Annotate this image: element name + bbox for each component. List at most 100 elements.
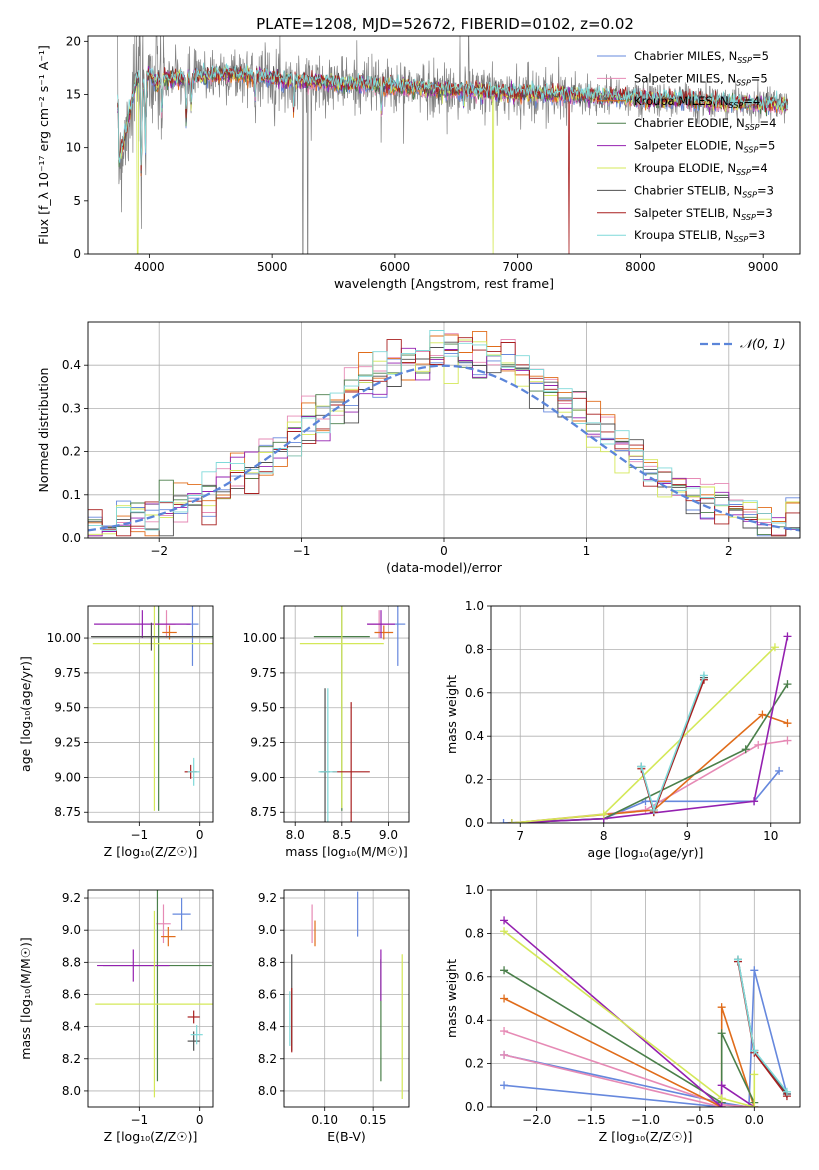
axes-frame: [283, 889, 410, 1108]
plot-area: [500, 916, 791, 1107]
x-axis-label: age [log₁₀(age/yr)]: [588, 845, 704, 860]
mass-weight-line: [503, 997, 756, 1107]
x-tick-label: 10: [763, 829, 778, 843]
chart-spectrum: 4000 5000 6000 7000 8000 9000 0 5 10 15 20 waveleng…: [36, 34, 801, 291]
x-tick-label: −1: [130, 1113, 148, 1127]
mass-weight-point: [500, 916, 509, 925]
legend-label: Salpeter STELIB, NSSP=3: [634, 206, 773, 222]
x-tick-label: 8.5: [332, 828, 351, 842]
y-tick-label: 0.2: [62, 445, 81, 459]
x-tick-label: 6000: [380, 260, 411, 274]
mass-weight-point: [499, 819, 508, 823]
y-tick-label: 8.75: [250, 805, 277, 819]
y-tick-label: 9.00: [54, 770, 81, 784]
y-tick-label: 10.00: [47, 631, 81, 645]
axes-frame: [87, 889, 214, 1108]
mass-weight-point: [770, 643, 779, 652]
mass-weight-point: [750, 1070, 759, 1079]
residual-histogram: [88, 330, 800, 537]
x-tick-label: −1.0: [631, 1113, 660, 1127]
y-tick-label: 8.2: [258, 1052, 277, 1066]
x-tick-label: −1: [130, 828, 148, 842]
y-tick-label: 0.6: [465, 970, 484, 984]
y-tick-label: 0.0: [62, 531, 81, 545]
x-tick-label: 9.0: [379, 828, 398, 842]
mass-weight-point: [783, 719, 792, 728]
mass-weight-point: [754, 740, 763, 749]
y-tick-label: 8.4: [62, 1020, 81, 1034]
y-axis-label: mass weight: [444, 959, 459, 1038]
mass-weight-line: [737, 959, 788, 1093]
mass-weight-point: [500, 1027, 509, 1036]
mass-weight-point: [750, 1103, 759, 1107]
x-tick-label: −1.5: [577, 1113, 606, 1127]
y-tick-label: 9.75: [250, 666, 277, 680]
mass-weight-point: [783, 632, 792, 641]
y-tick-label: 9.25: [250, 736, 277, 750]
x-tick-label: 5000: [257, 260, 288, 274]
mass-weight-point: [783, 736, 792, 745]
mass-weight-point: [599, 810, 608, 819]
y-tick-label: 0.4: [465, 729, 484, 743]
x-tick-label: 0: [196, 828, 204, 842]
model-spectrum-line: [117, 62, 789, 166]
y-tick-label: 9.25: [54, 736, 81, 750]
y-tick-label: 8.6: [258, 987, 277, 1001]
y-tick-label: 0.8: [465, 926, 484, 940]
plot-area: [91, 606, 213, 811]
mass-weight-line: [504, 1084, 722, 1107]
chart-age-vs-Z: −1 0 8.75 9.00 9.25 9.50 9.75 10.00 Z [log₁₀(Z/Z…: [18, 605, 214, 859]
x-tick-label: 8: [600, 829, 608, 843]
mass-weight-point: [507, 819, 516, 823]
y-tick-label: 1.0: [465, 883, 484, 897]
mass-weight-point: [717, 1003, 726, 1012]
x-tick-label: 0.0: [745, 1113, 764, 1127]
mass-weight-point: [500, 1050, 509, 1059]
mass-weight-line: [640, 677, 705, 815]
y-tick-label: 1.0: [465, 599, 484, 613]
y-tick-label: 9.75: [54, 666, 81, 680]
x-tick-label: −2: [150, 544, 168, 558]
y-tick-label: 5: [73, 194, 81, 208]
chart-mass-weight-vs-Z: −2.0 −1.5 −1.0 −0.5 0.0 0.0 0.2 0.4 0.6 0.8 1.0 Z […: [444, 883, 801, 1144]
x-tick-label: 0: [196, 1113, 204, 1127]
y-tick-label: 8.75: [54, 805, 81, 819]
mass-weight-line: [503, 1054, 722, 1107]
plot-area: [95, 890, 213, 1098]
mass-weight-line: [503, 930, 756, 1107]
y-tick-label: 8.6: [62, 987, 81, 1001]
plot-area: [299, 606, 406, 822]
x-tick-label: −0.5: [685, 1113, 714, 1127]
x-tick-label: −2.0: [522, 1113, 551, 1127]
x-tick-label: 2: [725, 544, 733, 558]
mass-weight-point: [717, 1029, 726, 1038]
x-axis-label: Z [log₁₀(Z/Z☉)]: [599, 1129, 693, 1144]
mass-weight-line: [503, 970, 788, 1107]
y-tick-label: 20: [66, 34, 81, 48]
legend-label: Salpeter MILES, NSSP=5: [634, 71, 768, 87]
mass-weight-line: [503, 969, 756, 1105]
mass-weight-line: [503, 919, 755, 1107]
x-tick-label: 8000: [625, 260, 656, 274]
mass-weight-point: [758, 710, 767, 719]
y-tick-label: 8.8: [258, 955, 277, 969]
y-tick-label: 8.8: [62, 955, 81, 969]
mass-weight-line: [737, 961, 788, 1097]
axes-frame: [283, 605, 410, 823]
x-tick-label: −1: [293, 544, 311, 558]
y-tick-label: 0.6: [465, 686, 484, 700]
y-tick-label: 8.0: [258, 1084, 277, 1098]
mass-weight-point: [500, 966, 509, 975]
y-tick-label: 8.0: [62, 1084, 81, 1098]
axes-frame: [87, 35, 801, 255]
y-tick-label: 0.1: [62, 488, 81, 502]
x-tick-label: 1: [583, 544, 591, 558]
x-tick-label: 9: [683, 829, 691, 843]
chart-mass-weight-vs-age: 7 8 9 10 0.0 0.2 0.4 0.6 0.8 1.0 age [log₁₀(age/yr…: [444, 599, 801, 860]
plot-area: [289, 891, 403, 1099]
y-tick-label: 9.2: [62, 891, 81, 905]
mass-weight-point: [717, 1094, 726, 1103]
y-tick-label: 8.4: [258, 1020, 277, 1034]
axes-frame: [490, 889, 801, 1108]
x-axis-label: E(B-V): [327, 1129, 366, 1144]
